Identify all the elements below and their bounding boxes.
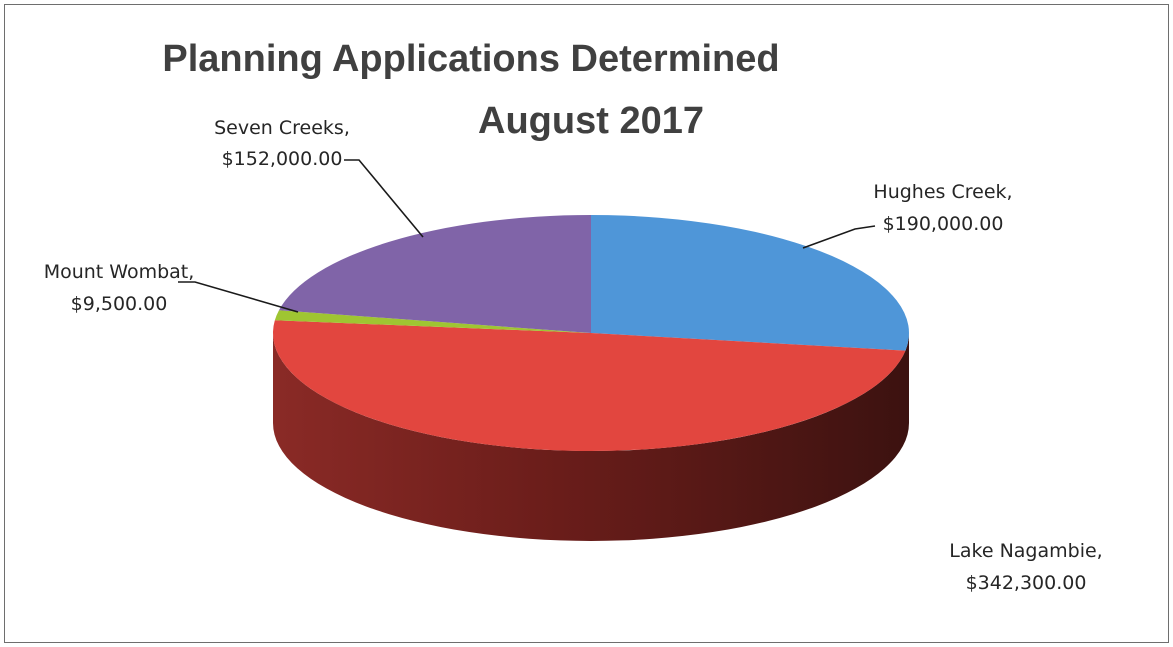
leader-lines bbox=[178, 159, 876, 313]
pie-chart: Planning Applications Determined August … bbox=[44, 38, 1103, 594]
pie-side-wall bbox=[273, 333, 909, 541]
slice-label-seven-creeks-value: $152,000.00 bbox=[222, 148, 343, 170]
chart-title-line-2: August 2017 bbox=[478, 100, 704, 142]
slice-label-lake-nagambie: Lake Nagambie, $342,300.00 bbox=[949, 540, 1102, 594]
slice-label-mount-wombat-name: Mount Wombat, bbox=[44, 261, 195, 283]
pie-side-lake-nagambie bbox=[273, 333, 909, 541]
pie-top-face bbox=[273, 215, 909, 451]
pie-slice-lake-nagambie bbox=[273, 320, 906, 451]
pie-slice-hughes-creek bbox=[591, 215, 909, 351]
slice-label-seven-creeks-name: Seven Creeks, bbox=[214, 117, 350, 139]
chart-title: Planning Applications Determined August … bbox=[162, 38, 779, 142]
leader-line-mount-wombat bbox=[178, 281, 299, 313]
slice-label-seven-creeks: Seven Creeks, $152,000.00 bbox=[214, 117, 350, 170]
leader-line-seven-creeks bbox=[344, 159, 424, 238]
leader-line-hughes-creek bbox=[802, 225, 876, 249]
slice-label-lake-nagambie-name: Lake Nagambie, bbox=[949, 540, 1102, 562]
slice-label-mount-wombat: Mount Wombat, $9,500.00 bbox=[44, 261, 195, 315]
slice-label-mount-wombat-value: $9,500.00 bbox=[71, 293, 168, 315]
chart-frame: Planning Applications Determined August … bbox=[4, 4, 1169, 643]
slice-label-lake-nagambie-value: $342,300.00 bbox=[966, 572, 1087, 594]
slice-label-hughes-creek: Hughes Creek, $190,000.00 bbox=[873, 181, 1012, 235]
chart-title-line-1: Planning Applications Determined bbox=[162, 38, 779, 80]
pie-slice-seven-creeks bbox=[278, 215, 591, 333]
slice-label-hughes-creek-value: $190,000.00 bbox=[883, 213, 1004, 235]
pie-slice-mount-wombat bbox=[274, 310, 591, 333]
slice-label-hughes-creek-name: Hughes Creek, bbox=[873, 181, 1012, 203]
